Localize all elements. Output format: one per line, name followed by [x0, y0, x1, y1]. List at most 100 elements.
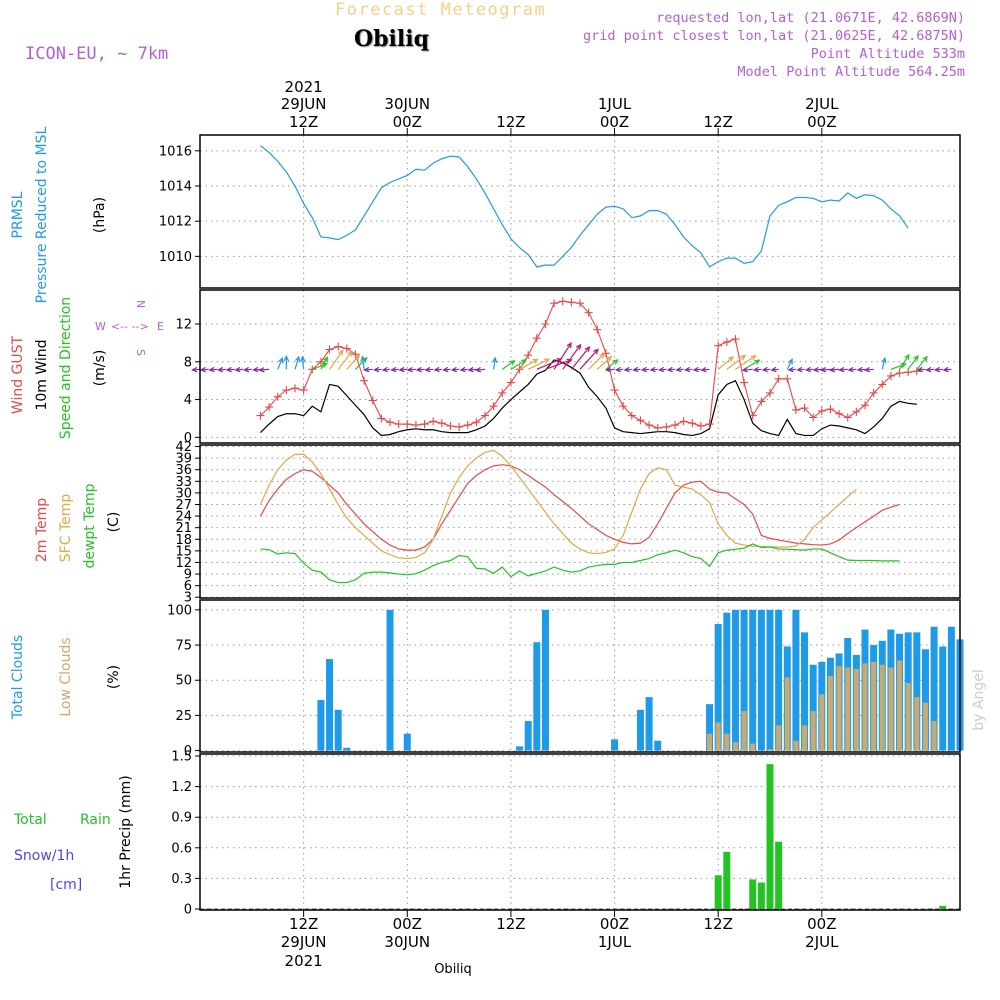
x-year-bottom: 2021	[285, 952, 323, 970]
wind-arrow-head	[459, 366, 466, 373]
x-time-bottom: 00Z	[600, 915, 629, 933]
x-year-top: 2021	[285, 78, 323, 96]
gust-point	[567, 298, 576, 307]
y-tick-label: 0.9	[171, 811, 192, 826]
wind-arrow-head	[863, 367, 871, 373]
wind-arrow-head	[450, 366, 458, 373]
wind-arrow	[519, 358, 538, 370]
bar-rain	[939, 905, 947, 909]
wind-arrow-head	[658, 366, 665, 373]
bar-low-clouds	[750, 743, 756, 751]
label-ms-unit: (m/s)	[92, 350, 108, 387]
gust-point	[437, 419, 446, 428]
bar-total-clouds	[317, 699, 325, 751]
wind-arrow-head	[741, 367, 748, 373]
wind-arrow-head	[804, 366, 812, 373]
bar-low-clouds	[827, 676, 833, 751]
y-tick-label: 0.3	[171, 872, 192, 887]
gust-point	[878, 380, 887, 389]
wind-arrow-head	[491, 356, 498, 363]
gust-point	[766, 388, 774, 397]
bar-low-clouds	[707, 733, 713, 751]
series-line-2m-temp	[259, 464, 900, 551]
label-pressure-msl: Pressure Reduced to MSL	[34, 126, 50, 303]
bar-total-clouds	[714, 623, 722, 751]
panel-frame-pressure	[199, 134, 961, 289]
bar-total-clouds	[533, 642, 541, 751]
x-date-bottom: 1JUL	[598, 933, 632, 951]
gust-point	[714, 341, 723, 350]
y-tick-label: 6	[184, 579, 192, 594]
wind-arrow	[476, 368, 486, 371]
wind-arrow-head	[614, 366, 622, 373]
gust-point	[498, 388, 507, 397]
label-wind-gust: Wind GUST	[10, 335, 26, 414]
gust-point	[532, 334, 541, 343]
x-time-bottom: 12Z	[289, 915, 318, 933]
bar-low-clouds	[888, 667, 894, 751]
wind-arrow-head	[754, 359, 761, 365]
bar-total-clouds	[654, 740, 662, 751]
wind-arrow-head	[640, 366, 648, 373]
label-low-clouds: Low Clouds	[58, 637, 74, 716]
wind-arrow-head	[433, 366, 440, 373]
bar-low-clouds	[914, 697, 920, 751]
location-title: Obiliq	[354, 26, 430, 52]
wind-arrow	[510, 359, 527, 370]
y-tick-label: 0.6	[171, 841, 192, 856]
point-altitude: Point Altitude 533m	[810, 46, 965, 62]
wind-arrow-head	[442, 366, 449, 373]
gust-point	[705, 420, 714, 429]
bar-low-clouds	[871, 661, 877, 751]
gust-point	[809, 413, 818, 422]
bar-total-clouds	[343, 747, 351, 751]
wind-arrow	[259, 368, 270, 371]
gust-point	[696, 422, 705, 430]
legend-cm: [cm]	[50, 877, 82, 893]
x-time-top: 12Z	[703, 113, 732, 131]
bar-low-clouds	[819, 694, 825, 751]
wind-arrow-head	[812, 366, 819, 373]
wind-arrow-head	[338, 349, 344, 356]
y-tick-label: 1.2	[171, 780, 192, 795]
gust-point	[576, 299, 584, 308]
wind-arrow-head	[683, 366, 691, 373]
wind-arrow-head	[373, 366, 380, 373]
gust-point	[904, 368, 913, 377]
compass-west: W	[95, 320, 106, 333]
legend-total: Total	[13, 812, 47, 828]
x-date-top: 30JUN	[384, 95, 430, 113]
wind-arrow	[786, 359, 793, 370]
gust-point	[671, 421, 679, 430]
gust-point	[619, 402, 628, 411]
wind-arrow-head	[217, 366, 224, 373]
compass-arrows: <-- -->	[111, 320, 149, 333]
gust-point	[273, 392, 282, 401]
wind-arrow-head	[632, 366, 639, 373]
wind-arrow	[493, 357, 496, 370]
wind-arrow-head	[752, 366, 760, 373]
wind-arrow-head	[208, 366, 215, 373]
y-tick-label: 27	[175, 498, 192, 513]
wind-arrow-head	[942, 366, 949, 373]
gust-point	[783, 374, 792, 383]
bar-low-clouds	[845, 667, 851, 751]
wind-arrow-head	[649, 366, 656, 373]
bar-low-clouds	[776, 725, 782, 751]
footer-location: Obiliq	[434, 962, 472, 977]
wind-arrow-head	[847, 366, 854, 373]
wind-arrow	[277, 358, 283, 370]
wind-arrow-head	[925, 366, 932, 373]
wind-arrow-head	[605, 366, 612, 373]
wind-arrow	[545, 359, 572, 370]
gust-point	[688, 419, 697, 428]
y-tick-label: 42	[175, 440, 192, 455]
label-dewpt-temp: dewpt Temp	[82, 483, 98, 568]
gust-point	[481, 411, 489, 420]
y-tick-label: 30	[175, 486, 192, 501]
x-time-top: 12Z	[289, 113, 318, 131]
gust-point	[791, 405, 800, 414]
gust-point	[506, 378, 515, 387]
gust-point	[334, 342, 343, 351]
gust-point	[455, 422, 464, 431]
